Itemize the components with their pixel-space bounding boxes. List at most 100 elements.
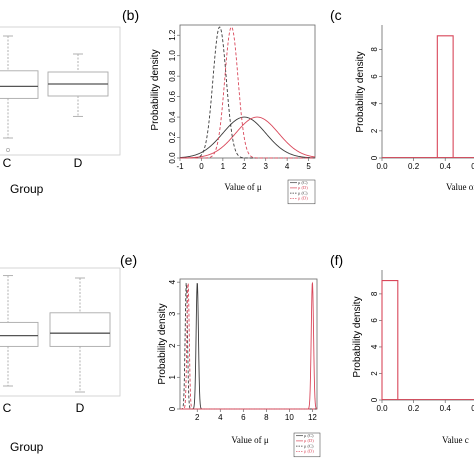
legend-label: μ (C) (304, 433, 314, 438)
y-tick-label: 4 (168, 279, 177, 284)
panel-a-boxes (0, 35, 109, 152)
legend-label: μ (D) (298, 185, 308, 190)
panel-b-legend: μ (C)μ (D)μ (C)μ (D) (287, 179, 316, 205)
histogram-bar (436, 35, 454, 158)
y-tick-label: 0.8 (168, 70, 177, 82)
y-tick-label: 6 (370, 74, 379, 79)
panel-b-letter: (b) (122, 7, 139, 23)
panel-e-xticks: 2 4 6 8 10 12 (195, 409, 317, 422)
panel-a-group-label: Group (10, 182, 44, 196)
box-body (0, 321, 39, 347)
panel-b: (b) Probability density 0.0 0.2 0.4 0.6 0.8 1… (122, 7, 316, 205)
panel-c-xticks: 0.0 0.2 0.4 0.6 (376, 158, 474, 171)
panel-b-frame (179, 24, 316, 159)
panel-d-group-label: Group (10, 440, 44, 454)
box-outlier (6, 148, 10, 152)
panel-e-frame (179, 278, 318, 410)
density-curve (179, 116, 316, 159)
legend-label: μ (C) (304, 443, 314, 448)
x-tick-label: 4 (285, 162, 290, 171)
panel-b-ylabel: Probability density (150, 49, 161, 130)
x-tick-label: 2 (195, 413, 200, 422)
panel-f-letter: (f) (330, 252, 343, 268)
panel-a-cat-c: C (3, 156, 12, 170)
x-tick-label: 12 (308, 413, 317, 422)
panel-a-frame (0, 26, 121, 156)
y-tick-label: 4 (370, 344, 379, 349)
box-body (0, 70, 39, 99)
panel-d-boxes (0, 275, 111, 393)
panel-f-bars (381, 280, 474, 400)
panel-c-letter: (c (330, 7, 342, 23)
panel-e-curves (180, 281, 318, 410)
x-tick-label: 8 (264, 413, 269, 422)
y-tick-label: 2 (370, 371, 379, 376)
y-tick-label: 1 (168, 375, 177, 380)
legend-label: μ (D) (298, 196, 308, 201)
x-tick-label: 10 (285, 413, 294, 422)
density-curve (180, 281, 318, 410)
y-tick-label: 8 (370, 291, 379, 296)
legend-box (287, 179, 316, 205)
legend-label: μ (C) (298, 190, 308, 195)
panel-e-ylabel: Probability density (157, 303, 168, 384)
panel-b-curves (179, 26, 316, 159)
panel-d: C D Group (0, 267, 121, 454)
x-tick-label: 0.6 (471, 404, 474, 413)
panel-e-xlabel: Value of μ (231, 435, 268, 445)
panel-c-bars (382, 35, 474, 158)
x-tick-label: 0 (199, 162, 204, 171)
panel-d-cat-c: C (3, 401, 12, 415)
x-tick-label: 0.2 (408, 162, 420, 171)
panel-a: C D Group (0, 26, 121, 196)
y-tick-label: 1.2 (168, 29, 177, 41)
panel-e-letter: (e) (120, 252, 137, 268)
x-tick-label: 0.0 (376, 404, 388, 413)
y-tick-label: 0.6 (168, 91, 177, 103)
legend-box (293, 432, 321, 458)
y-tick-label: 0.4 (168, 111, 177, 123)
legend-label: μ (D) (304, 438, 314, 443)
x-tick-label: 5 (306, 162, 311, 171)
y-tick-label: 1.0 (168, 50, 177, 62)
x-tick-label: 0.6 (471, 162, 474, 171)
y-tick-label: 0.0 (168, 152, 177, 164)
y-tick-label: 2 (370, 128, 379, 133)
panel-f-xticks: 0.0 0.2 0.4 0.6 (376, 400, 474, 413)
x-tick-label: 0.4 (440, 162, 452, 171)
histogram-bar (381, 280, 399, 400)
x-tick-label: 2 (242, 162, 247, 171)
density-curve (180, 282, 317, 410)
panel-b-xticks: -1 0 1 2 3 4 5 (176, 158, 311, 171)
panel-b-yticks: 0.0 0.2 0.4 0.6 0.8 1.0 1.2 (168, 29, 180, 164)
density-curve (180, 282, 317, 410)
x-tick-label: 0.2 (408, 404, 420, 413)
x-tick-label: 0.4 (440, 404, 452, 413)
panel-a-cat-d: D (74, 156, 83, 170)
panel-e-yticks: 0 1 2 3 4 (168, 279, 180, 411)
panel-c-yticks: 0 2 4 6 8 (370, 47, 382, 160)
y-tick-label: 4 (370, 101, 379, 106)
y-tick-label: 2 (168, 343, 177, 348)
panel-b-xlabel: Value of μ (224, 182, 261, 192)
legend-label: μ (C) (298, 180, 308, 185)
y-tick-label: 0 (168, 406, 177, 411)
x-tick-label: -1 (176, 162, 184, 171)
density-curve (180, 282, 317, 410)
panel-f-xlabel: Value c (442, 435, 469, 445)
panel-c-xlabel: Value of (446, 182, 474, 192)
panel-f-ylabel: Probability density (352, 296, 363, 377)
panel-f-yticks: 0 2 4 6 8 (370, 291, 382, 402)
density-curve (179, 116, 316, 159)
legend-label: μ (D) (304, 449, 314, 454)
panel-d-cat-d: D (76, 401, 85, 415)
x-tick-label: 0.0 (376, 162, 388, 171)
y-tick-label: 8 (370, 47, 379, 52)
y-tick-label: 0 (370, 155, 379, 160)
y-tick-label: 0.2 (168, 131, 177, 143)
box-body (49, 312, 111, 347)
